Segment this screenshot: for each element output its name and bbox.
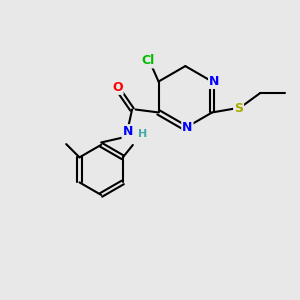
Text: O: O (112, 81, 123, 94)
Text: N: N (122, 125, 133, 138)
Text: Cl: Cl (142, 54, 155, 68)
Text: S: S (234, 101, 243, 115)
Text: N: N (182, 122, 193, 134)
Text: N: N (209, 75, 219, 88)
Text: H: H (138, 129, 148, 139)
